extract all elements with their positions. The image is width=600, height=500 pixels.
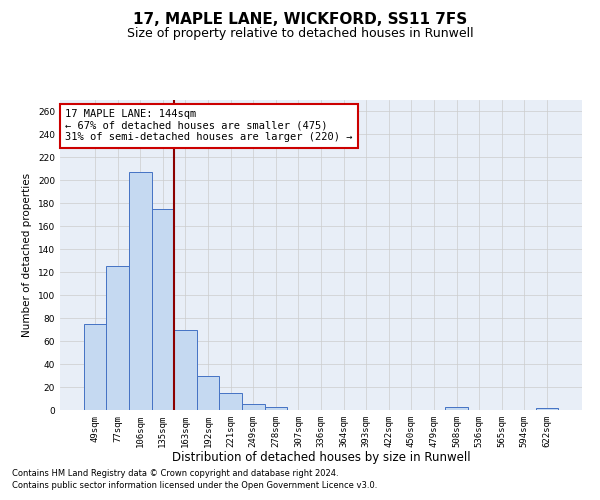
Bar: [84, 324, 106, 410]
Text: Size of property relative to detached houses in Runwell: Size of property relative to detached ho…: [127, 28, 473, 40]
Text: Contains HM Land Registry data © Crown copyright and database right 2024.: Contains HM Land Registry data © Crown c…: [12, 468, 338, 477]
Bar: [152, 209, 174, 410]
Text: Distribution of detached houses by size in Runwell: Distribution of detached houses by size …: [172, 451, 470, 464]
Bar: [220, 393, 242, 410]
Bar: [197, 376, 220, 410]
Bar: [174, 330, 197, 410]
Bar: [536, 408, 558, 410]
Text: 17, MAPLE LANE, WICKFORD, SS11 7FS: 17, MAPLE LANE, WICKFORD, SS11 7FS: [133, 12, 467, 28]
Bar: [129, 172, 152, 410]
Bar: [242, 404, 265, 410]
Bar: [265, 406, 287, 410]
Bar: [106, 266, 129, 410]
Y-axis label: Number of detached properties: Number of detached properties: [22, 173, 32, 337]
Bar: [445, 406, 468, 410]
Text: 17 MAPLE LANE: 144sqm
← 67% of detached houses are smaller (475)
31% of semi-det: 17 MAPLE LANE: 144sqm ← 67% of detached …: [65, 110, 353, 142]
Text: Contains public sector information licensed under the Open Government Licence v3: Contains public sector information licen…: [12, 481, 377, 490]
